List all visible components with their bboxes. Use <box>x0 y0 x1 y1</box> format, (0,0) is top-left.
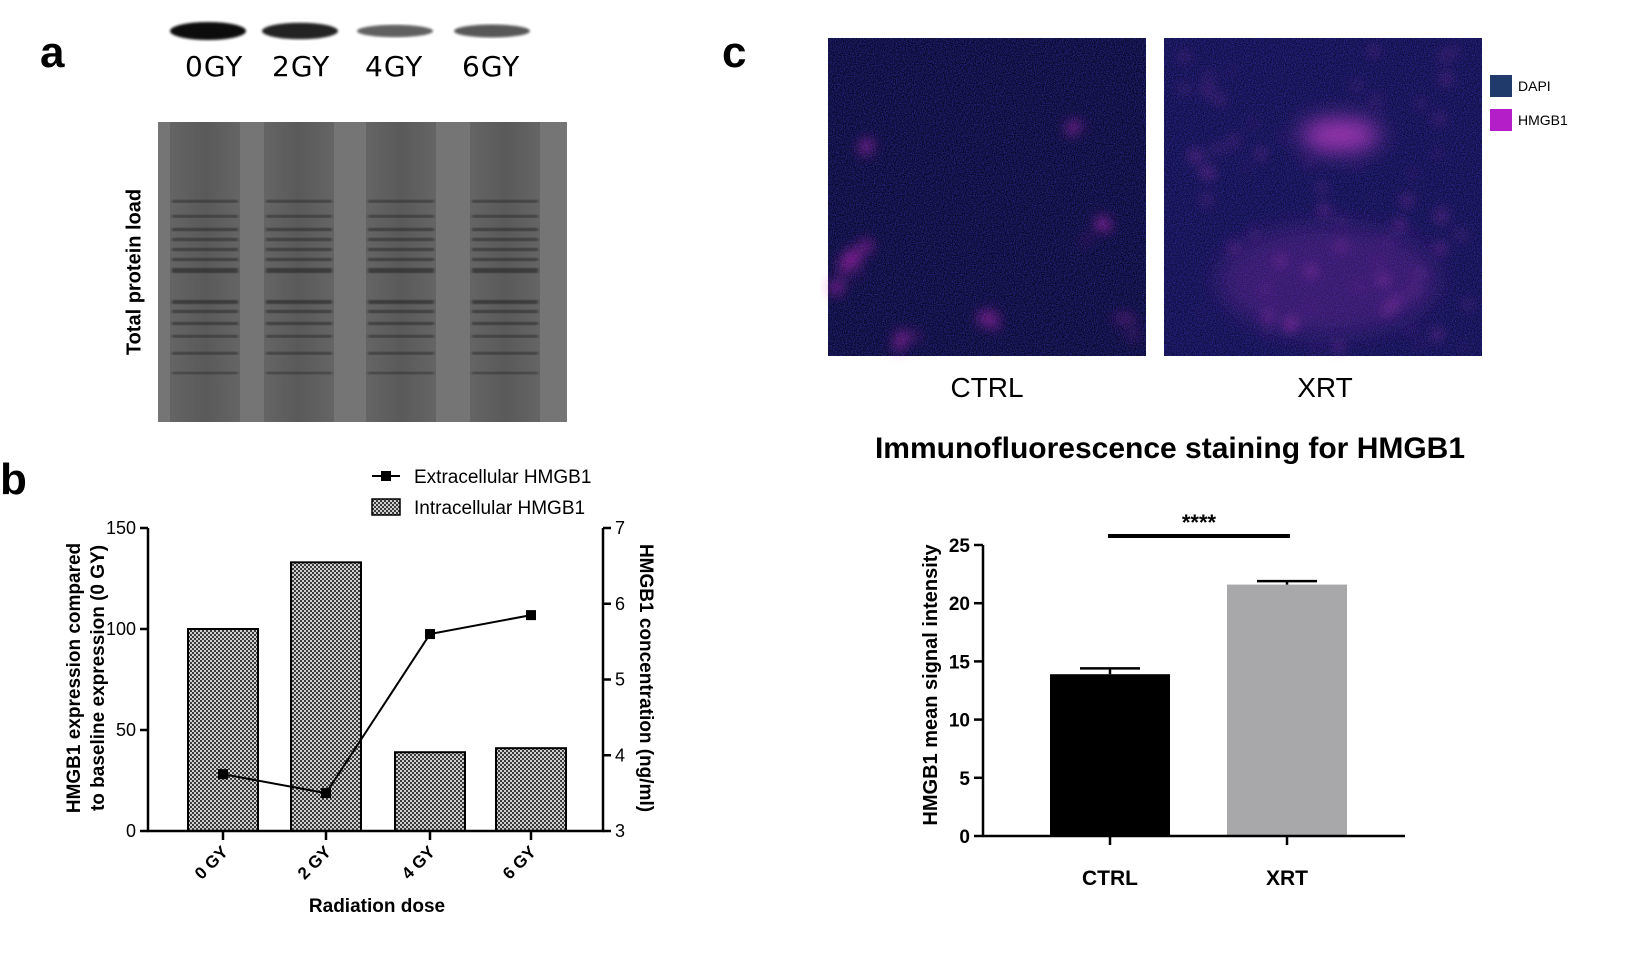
y-axis-label-line2: to baseline expression (0 GY) <box>88 545 109 811</box>
point-extracellular <box>321 788 331 799</box>
y-tick-label: 10 <box>949 711 970 732</box>
if-image-ctrl <box>828 38 1146 356</box>
chart-signal-intensity: 0 5 10 15 20 25 CTRL XRT HMGB1 mean signal inte… <box>920 510 1405 890</box>
y-tick-label: 20 <box>949 594 970 615</box>
protein-lane <box>366 122 436 422</box>
chart-radiation-dose: 0 50 100 150 3 4 5 6 7 0 GY 2 GY 4 GY 6 GY Extracell… <box>64 467 656 917</box>
protein-lane <box>170 122 240 422</box>
bar-intracellular <box>290 561 362 832</box>
total-protein-label: Total protein load <box>123 188 146 356</box>
legend-swatch <box>1490 75 1512 97</box>
y-tick-label: 50 <box>116 720 136 740</box>
point-extracellular <box>425 629 435 640</box>
legend-label: Intracellular HMGB1 <box>414 498 585 519</box>
x-tick-label: 0 GY <box>191 842 232 883</box>
y-right-tick-label: 5 <box>615 670 625 690</box>
lane-label: 0GY <box>185 50 244 83</box>
lane-label: 6GY <box>462 50 521 83</box>
if-legend: DAPI HMGB1 <box>1490 74 1568 132</box>
hmgb1-bands <box>170 22 530 40</box>
protein-lane <box>470 122 540 422</box>
if-image-xrt <box>1164 38 1482 356</box>
if-title: Immunofluorescence staining for HMGB1 <box>874 432 1466 465</box>
y-right-tick-label: 6 <box>615 594 625 614</box>
bar-intracellular <box>495 747 567 832</box>
y-right-tick-label: 7 <box>615 518 625 538</box>
y-right-tick-label: 4 <box>615 745 625 765</box>
x-tick-label: CTRL <box>1082 867 1138 890</box>
x-tick-label: 6 GY <box>499 842 540 883</box>
legend-item-extracellular: Extracellular HMGB1 <box>372 467 591 488</box>
panel-letter-c: c <box>722 28 747 77</box>
protein-lane <box>264 122 334 422</box>
panel-letter-a: a <box>40 28 65 77</box>
legend-label: HMGB1 <box>1518 112 1568 128</box>
bar-ctrl <box>1050 667 1170 836</box>
immunofluorescence-images <box>828 38 1482 356</box>
lane-label: 2GY <box>272 50 331 83</box>
lane-label: 4GY <box>365 50 424 83</box>
lane-label-row: 0GY 2GY 4GY 6GY <box>0 50 600 90</box>
y-tick-label: 0 <box>959 827 970 848</box>
y-tick-label: 0 <box>126 821 136 841</box>
y-axis-label-line1: HMGB1 expression compared <box>64 543 85 813</box>
hmgb1-band <box>262 22 338 40</box>
y-right-tick-label: 3 <box>615 821 625 841</box>
x-tick-label: XRT <box>1266 867 1308 890</box>
legend-label: DAPI <box>1518 78 1551 94</box>
western-blot <box>158 22 567 422</box>
y-tick-label: 150 <box>106 518 136 538</box>
legend-label: Extracellular HMGB1 <box>414 467 591 488</box>
y-tick-label: 25 <box>949 536 971 557</box>
y-axis-right-label: HMGB1 concentration (ng/ml) <box>635 544 656 812</box>
legend-item-dapi: DAPI <box>1490 74 1568 98</box>
if-label-ctrl: CTRL <box>950 372 1024 403</box>
y-tick-label: 15 <box>949 652 971 673</box>
bar-intracellular <box>394 751 466 832</box>
bar-intracellular <box>187 628 259 832</box>
point-extracellular <box>526 610 536 621</box>
point-extracellular <box>218 769 228 780</box>
panel-letter-b: b <box>0 455 27 504</box>
hmgb1-band <box>170 22 246 40</box>
bar-xrt <box>1227 579 1347 836</box>
legend-item-intracellular: Intracellular HMGB1 <box>371 498 585 519</box>
y-tick-label: 5 <box>959 769 970 790</box>
x-tick-label: 2 GY <box>294 842 335 883</box>
line-extracellular <box>222 614 532 795</box>
protein-lanes <box>170 122 540 422</box>
legend-item-hmgb1: HMGB1 <box>1490 108 1568 132</box>
y-tick-label: 100 <box>106 619 136 639</box>
hmgb1-band <box>357 24 433 38</box>
x-tick-label: 4 GY <box>398 842 439 883</box>
y-axis-label: HMGB1 mean signal intensity <box>920 544 942 826</box>
x-axis-label: Radiation dose <box>309 896 445 917</box>
legend-swatch <box>1490 109 1512 131</box>
hmgb1-band <box>454 24 530 38</box>
significance-stars: **** <box>1182 510 1217 535</box>
if-label-xrt: XRT <box>1297 372 1353 403</box>
